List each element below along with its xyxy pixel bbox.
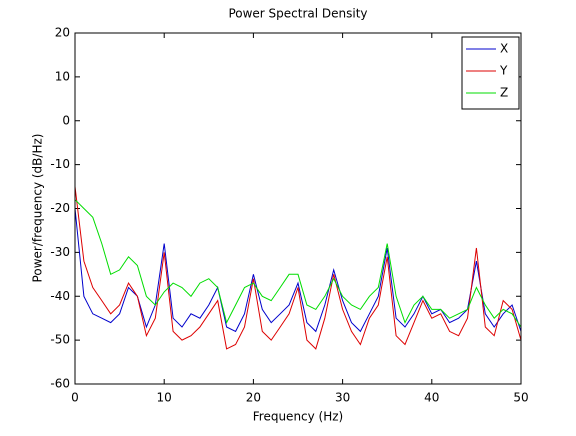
series-line xyxy=(74,208,522,333)
legend-label: X xyxy=(500,42,508,56)
series-line xyxy=(74,199,522,328)
chart-title: Power Spectral Density xyxy=(228,7,367,21)
y-tick-label: -40 xyxy=(50,289,70,303)
y-tick-label: -10 xyxy=(50,157,70,171)
x-tick-label: 50 xyxy=(513,391,528,405)
y-tick-label: 10 xyxy=(55,69,70,83)
y-tick-label: -30 xyxy=(50,245,70,259)
y-tick-label: 20 xyxy=(55,26,70,40)
y-tick-label: -50 xyxy=(50,333,70,347)
y-tick-label: 0 xyxy=(62,113,70,127)
x-tick-label: 10 xyxy=(157,391,172,405)
legend-box xyxy=(461,36,520,110)
x-tick-label: 20 xyxy=(246,391,261,405)
x-tick-label: 40 xyxy=(424,391,439,405)
x-axis-label: Frequency (Hz) xyxy=(253,410,344,424)
series-line xyxy=(74,186,522,350)
y-axis-label: Power/frequency (dB/Hz) xyxy=(31,134,45,283)
axes-box xyxy=(74,32,522,385)
legend-label: Y xyxy=(499,64,508,78)
legend-label: Z xyxy=(500,86,508,100)
x-tick-label: 30 xyxy=(335,391,350,405)
y-tick-label: -60 xyxy=(50,377,70,391)
plot-area xyxy=(75,33,521,384)
x-tick-label: 0 xyxy=(71,391,79,405)
y-tick-label: -20 xyxy=(50,201,70,215)
